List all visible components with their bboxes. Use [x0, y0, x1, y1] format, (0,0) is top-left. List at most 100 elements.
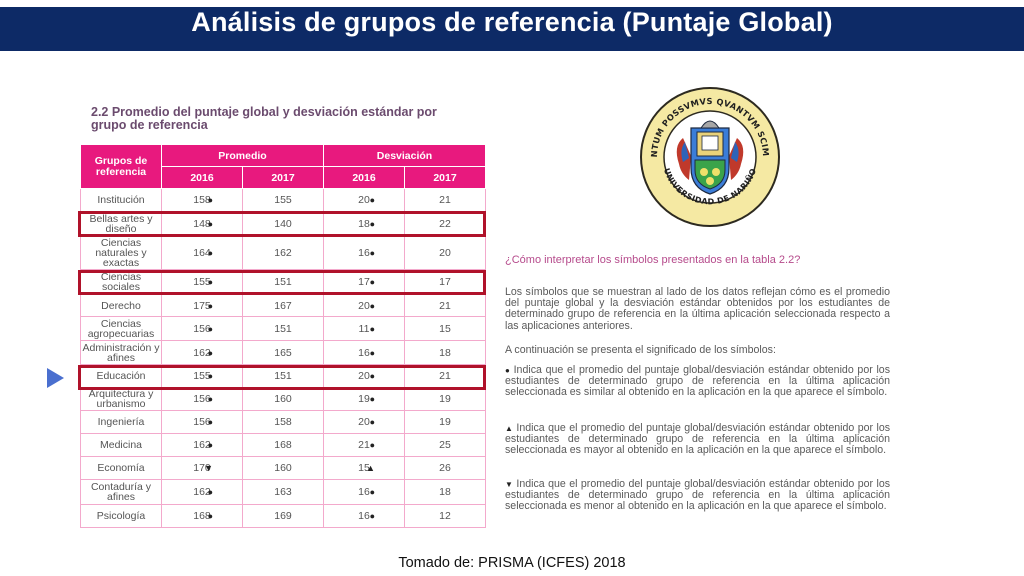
group-name-cell-value: Medicina — [99, 439, 143, 451]
promedio-2016-cell: 156 ● — [161, 316, 243, 341]
desviacion-2017-cell-value: 21 — [439, 370, 451, 382]
group-name-cell: Contaduría y afines — [80, 479, 162, 505]
promedio-2016-cell-value: 164 — [193, 247, 211, 259]
desviacion-2016-cell-value: 16 — [358, 247, 370, 259]
promedio-2017-cell: 165 — [242, 340, 324, 365]
desviacion-2017-cell-value: 19 — [439, 416, 451, 428]
trend-symbol-icon: ● — [207, 440, 213, 450]
desviacion-2016-cell-value: 20 — [358, 416, 370, 428]
desviacion-2016-cell-value: 19 — [358, 393, 370, 405]
trend-symbol-icon: ● — [207, 248, 213, 258]
highlight-box-ciencias-sociales — [78, 270, 486, 295]
trend-symbol-icon: ● — [207, 347, 213, 358]
desviacion-2017-cell: 19 — [404, 410, 486, 434]
trend-symbol-icon: ● — [207, 219, 213, 229]
trend-symbol-icon: ● — [369, 277, 375, 287]
desviacion-2017-cell: 12 — [404, 504, 486, 528]
group-name-cell-value: Arquitectura y urbanismo — [88, 388, 154, 410]
trend-symbol-icon: ▲ — [366, 463, 375, 473]
symbols-question: ¿Cómo interpretar los símbolos presentad… — [505, 254, 801, 266]
trend-symbol-icon: ● — [369, 219, 375, 229]
trend-symbol-icon: ● — [369, 248, 375, 258]
trend-symbol-icon: ● — [369, 417, 375, 427]
col-header-desviacion-2017: 2017 — [404, 166, 486, 189]
promedio-2016-cell: 155 ● — [161, 269, 243, 295]
table-row: Economía 170 ▼ 160 15 ▲ 26 — [80, 456, 486, 480]
trend-symbol-icon: ● — [369, 394, 375, 404]
desviacion-2017-cell: 15 — [404, 316, 486, 341]
title-banner — [0, 7, 1024, 51]
promedio-2017-cell: 160 — [242, 387, 324, 411]
desviacion-2017-cell-value: 17 — [439, 276, 451, 288]
group-name-cell: Economía — [80, 456, 162, 480]
desviacion-2016-cell: 20 ● — [323, 294, 405, 317]
promedio-2017-cell: 155 — [242, 188, 324, 212]
promedio-2016-cell-value: 156 — [193, 416, 211, 428]
promedio-2016-cell: 156 ● — [161, 410, 243, 434]
group-name-cell-value: Institución — [97, 194, 145, 206]
triangle-down-icon: ▼ — [505, 480, 514, 489]
desviacion-2016-cell: 20 ● — [323, 188, 405, 212]
desviacion-2017-cell-value: 26 — [439, 462, 451, 474]
promedio-2017-cell-value: 162 — [274, 247, 292, 259]
trend-symbol-icon: ● — [369, 371, 375, 381]
promedio-2017-cell-value: 158 — [274, 416, 292, 428]
promedio-2017-cell: 169 — [242, 504, 324, 528]
desviacion-2017-cell: 18 — [404, 479, 486, 505]
trend-symbol-icon: ● — [207, 371, 213, 381]
promedio-2016-cell: 162 ● — [161, 433, 243, 457]
group-name-cell-value: Ciencias naturales y exactas — [95, 237, 147, 269]
trend-symbol-icon: ● — [369, 347, 375, 358]
promedio-2017-cell: 167 — [242, 294, 324, 317]
group-name-cell-value: Administración y afines — [82, 341, 160, 364]
group-name-cell-value: Bellas artes y diseño — [89, 213, 153, 235]
table-heading: 2.2 Promedio del puntaje global y desvia… — [91, 105, 437, 132]
table-row: Ciencias agropecuarias 156 ● 151 11 ● 15 — [80, 316, 486, 341]
desviacion-2017-cell: 19 — [404, 387, 486, 411]
desviacion-2016-cell-value: 15 — [358, 462, 370, 474]
desviacion-2017-cell-value: 12 — [439, 510, 451, 522]
promedio-2016-cell-value: 156 — [193, 393, 211, 405]
highlight-box-bellas-artes — [78, 211, 486, 237]
promedio-2016-cell: 164 ● — [161, 236, 243, 270]
desviacion-2017-cell-value: 25 — [439, 439, 451, 451]
col-header-desviacion: Desviación — [323, 144, 486, 167]
table-row: Derecho 175 ● 167 20 ● 21 — [80, 294, 486, 317]
promedio-2016-cell: 168 ● — [161, 504, 243, 528]
table-row: Medicina 162 ● 168 21 ● 25 — [80, 433, 486, 457]
table-row: Ciencias naturales y exactas 164 ● 162 16 ● 20 — [80, 236, 486, 270]
promedio-2016-cell: 156 ● — [161, 387, 243, 411]
group-name-cell: Derecho — [80, 294, 162, 317]
desviacion-2017-cell: 26 — [404, 456, 486, 480]
desviacion-2017-cell: 25 — [404, 433, 486, 457]
desviacion-2016-cell-value: 16 — [358, 486, 370, 498]
trend-symbol-icon: ● — [369, 300, 375, 311]
desviacion-2017-cell: 22 — [404, 211, 486, 237]
reference-groups-table: Grupos de referencia Promedio Desviación… — [80, 144, 486, 528]
desviacion-2016-cell: 16 ● — [323, 479, 405, 505]
table-row: Ciencias sociales 155 ● 151 17 ● 17 — [80, 269, 486, 295]
group-name-cell-value: Ciencias sociales — [100, 271, 142, 293]
promedio-2016-cell-value: 162 — [193, 486, 211, 498]
group-name-cell: Ciencias naturales y exactas — [80, 236, 162, 270]
col-header-promedio-2016: 2016 — [161, 166, 243, 189]
trend-symbol-icon: ● — [369, 323, 375, 334]
promedio-2017-cell: 162 — [242, 236, 324, 270]
desviacion-2016-cell-value: 11 — [358, 322, 370, 335]
promedio-2016-cell-value: 175 — [193, 299, 211, 312]
promedio-2016-cell-value: 148 — [193, 218, 211, 230]
trend-symbol-icon: ● — [369, 195, 375, 205]
trend-symbol-icon: ● — [369, 487, 375, 497]
table-row: Arquitectura y urbanismo 156 ● 160 19 ● 19 — [80, 387, 486, 411]
promedio-2016-cell-value: 158 — [193, 194, 211, 206]
promedio-2017-cell: 158 — [242, 410, 324, 434]
desviacion-2017-cell-value: 15 — [439, 322, 451, 335]
promedio-2016-cell: 162 ● — [161, 340, 243, 365]
desviacion-2016-cell: 11 ● — [323, 316, 405, 341]
desviacion-2016-cell-value: 20 — [358, 299, 370, 312]
promedio-2017-cell-value: 151 — [274, 276, 292, 288]
desviacion-2017-cell-value: 20 — [439, 247, 451, 259]
trend-symbol-icon: ● — [207, 323, 213, 334]
symbol-item-similar: ● Indica que el promedio del puntaje glob… — [505, 364, 890, 399]
group-name-cell-value: Economía — [97, 462, 145, 474]
